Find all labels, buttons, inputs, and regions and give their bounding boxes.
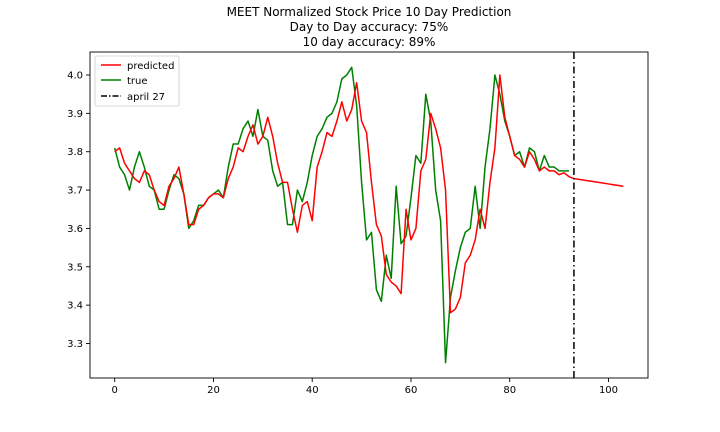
chart-title-line-2: Day to Day accuracy: 75% [290,20,449,34]
legend-box [94,55,180,107]
x-tick-label: 20 [207,385,220,396]
y-tick-label: 3.8 [67,147,83,158]
legend-label-true: true [127,76,148,87]
legend-label-april-27: april 27 [127,92,165,103]
series-layer [113,52,624,378]
y-tick-label: 3.7 [67,186,83,197]
x-tick-label: 60 [405,385,418,396]
legend: predicted true april 27 [94,55,180,107]
y-tick-label: 3.4 [67,301,83,312]
x-tick-label: 40 [306,385,319,396]
y-tick-label: 3.3 [67,339,83,350]
x-tick-label: 100 [599,385,618,396]
legend-label-predicted: predicted [127,61,174,72]
chart-title-line-1: MEET Normalized Stock Price 10 Day Predi… [227,5,512,19]
x-axis: 0 20 40 60 80 100 [112,378,618,396]
y-tick-label: 3.5 [67,262,83,273]
y-tick-label: 4.0 [67,71,83,82]
x-tick-label: 0 [112,385,118,396]
y-tick-label: 3.9 [67,109,83,120]
chart-title-line-3: 10 day accuracy: 89% [303,35,436,49]
series-line-predicted [114,74,624,314]
y-axis: 3.3 3.4 3.5 3.6 3.7 3.8 3.9 4.0 [67,71,90,350]
plot-area-frame [89,51,649,379]
y-tick-label: 3.6 [67,224,83,235]
x-tick-label: 80 [503,385,516,396]
chart-title: MEET Normalized Stock Price 10 Day Predi… [227,5,512,49]
series-line-true [113,66,569,364]
